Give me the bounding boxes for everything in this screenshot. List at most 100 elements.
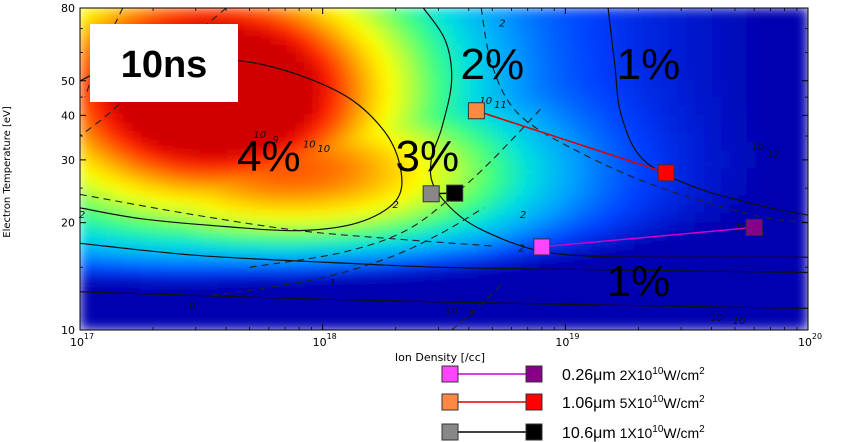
heatmap-cell bbox=[174, 293, 185, 304]
heatmap-cell bbox=[764, 320, 774, 330]
heatmap-cell bbox=[460, 266, 471, 277]
heatmap-cell bbox=[356, 168, 367, 179]
heatmap-cell bbox=[218, 8, 228, 18]
heatmap-cell bbox=[131, 275, 142, 286]
heatmap-cell bbox=[322, 320, 332, 330]
heatmap-cell bbox=[391, 240, 402, 250]
heatmap-cell bbox=[426, 302, 436, 313]
heatmap-cell bbox=[114, 302, 124, 313]
heatmap-cell bbox=[296, 284, 306, 295]
heatmap-cell bbox=[478, 213, 488, 224]
heatmap-cell bbox=[582, 320, 592, 330]
heatmap-cell bbox=[365, 25, 376, 36]
heatmap-cell bbox=[564, 79, 575, 89]
heatmap-cell bbox=[218, 320, 228, 330]
heatmap-cell bbox=[651, 320, 662, 330]
heatmap-cell bbox=[400, 240, 410, 250]
heatmap-cell bbox=[530, 114, 540, 125]
heatmap-cell bbox=[244, 43, 254, 54]
heatmap-cell bbox=[174, 320, 185, 330]
heatmap-cell bbox=[122, 275, 133, 286]
heatmap-cell bbox=[469, 195, 480, 206]
heatmap-cell bbox=[504, 195, 514, 206]
heatmap-cell bbox=[729, 25, 740, 36]
heatmap-cell bbox=[573, 79, 584, 89]
heatmap-cell bbox=[608, 320, 618, 330]
heatmap-cell bbox=[660, 79, 670, 89]
heatmap-cell bbox=[504, 168, 514, 179]
heatmap-cell bbox=[712, 275, 722, 286]
heatmap-cell bbox=[400, 257, 410, 268]
heatmap-cell bbox=[556, 88, 566, 98]
heatmap-cell bbox=[556, 222, 566, 233]
heatmap-cell bbox=[478, 34, 488, 45]
heatmap-cell bbox=[469, 16, 480, 27]
heatmap-cell bbox=[530, 141, 540, 152]
heatmap-cell bbox=[374, 88, 384, 98]
heatmap-cell bbox=[720, 249, 731, 259]
heatmap-cell bbox=[374, 177, 384, 188]
heatmap-cell bbox=[157, 150, 168, 161]
heatmap-cell bbox=[694, 293, 705, 304]
heatmap-cell bbox=[287, 195, 298, 206]
heatmap-cell bbox=[720, 16, 731, 27]
heatmap-cell bbox=[426, 16, 436, 27]
heatmap-cell bbox=[755, 186, 766, 197]
heatmap-cell bbox=[746, 240, 757, 250]
heatmap-cell bbox=[166, 177, 176, 188]
heatmap-cell bbox=[746, 96, 757, 107]
heatmap-cell bbox=[322, 105, 332, 116]
heatmap-cell bbox=[738, 320, 748, 330]
heatmap-cell bbox=[235, 96, 246, 107]
heatmap-cell bbox=[790, 16, 800, 27]
heatmap-cell bbox=[296, 222, 306, 233]
heatmap-cell bbox=[278, 132, 289, 143]
heatmap-cell bbox=[278, 114, 289, 125]
heatmap-cell bbox=[434, 150, 445, 161]
heatmap-cell bbox=[382, 275, 393, 286]
heatmap-cell bbox=[330, 159, 341, 170]
heatmap-cell bbox=[304, 52, 315, 63]
heatmap-cell bbox=[608, 293, 618, 304]
heatmap-cell bbox=[131, 16, 142, 27]
heatmap-cell bbox=[122, 105, 133, 116]
heatmap-cell bbox=[408, 320, 419, 330]
heatmap-cell bbox=[192, 249, 202, 259]
heatmap-cell bbox=[330, 311, 341, 322]
heatmap-cell bbox=[677, 266, 688, 277]
heatmap-cell bbox=[313, 25, 324, 36]
heatmap-cell bbox=[252, 150, 263, 161]
heatmap-cell bbox=[538, 320, 549, 330]
heatmap-cell bbox=[625, 284, 636, 295]
heatmap-cell bbox=[556, 275, 566, 286]
heatmap-cell bbox=[443, 61, 454, 72]
heatmap-cell bbox=[616, 320, 627, 330]
heatmap-cell bbox=[729, 96, 740, 107]
heatmap-cell bbox=[460, 43, 471, 54]
heatmap-cell bbox=[322, 61, 332, 72]
heatmap-cell bbox=[339, 311, 350, 322]
heatmap-cell bbox=[192, 195, 202, 206]
heatmap-cell bbox=[166, 204, 176, 215]
heatmap-cell bbox=[96, 123, 107, 134]
heatmap-cell bbox=[391, 123, 402, 134]
heatmap-cell bbox=[226, 257, 237, 268]
heatmap-cell bbox=[287, 114, 298, 125]
heatmap-cell bbox=[80, 132, 90, 143]
heatmap-cell bbox=[400, 123, 410, 134]
heatmap-cell bbox=[200, 222, 211, 233]
heatmap-cell bbox=[755, 231, 766, 242]
heatmap-cell bbox=[356, 257, 367, 268]
heatmap-cell bbox=[443, 105, 454, 116]
heatmap-cell bbox=[599, 204, 610, 215]
heatmap-cell bbox=[374, 213, 384, 224]
heatmap-cell bbox=[374, 275, 384, 286]
heatmap-cell bbox=[547, 168, 558, 179]
heatmap-cell bbox=[235, 8, 246, 18]
heatmap-cell bbox=[729, 8, 740, 18]
heatmap-cell bbox=[738, 257, 748, 268]
heatmap-cell bbox=[270, 186, 280, 197]
heatmap-cell bbox=[703, 284, 714, 295]
heatmap-cell bbox=[634, 70, 644, 81]
heatmap-cell bbox=[356, 266, 367, 277]
